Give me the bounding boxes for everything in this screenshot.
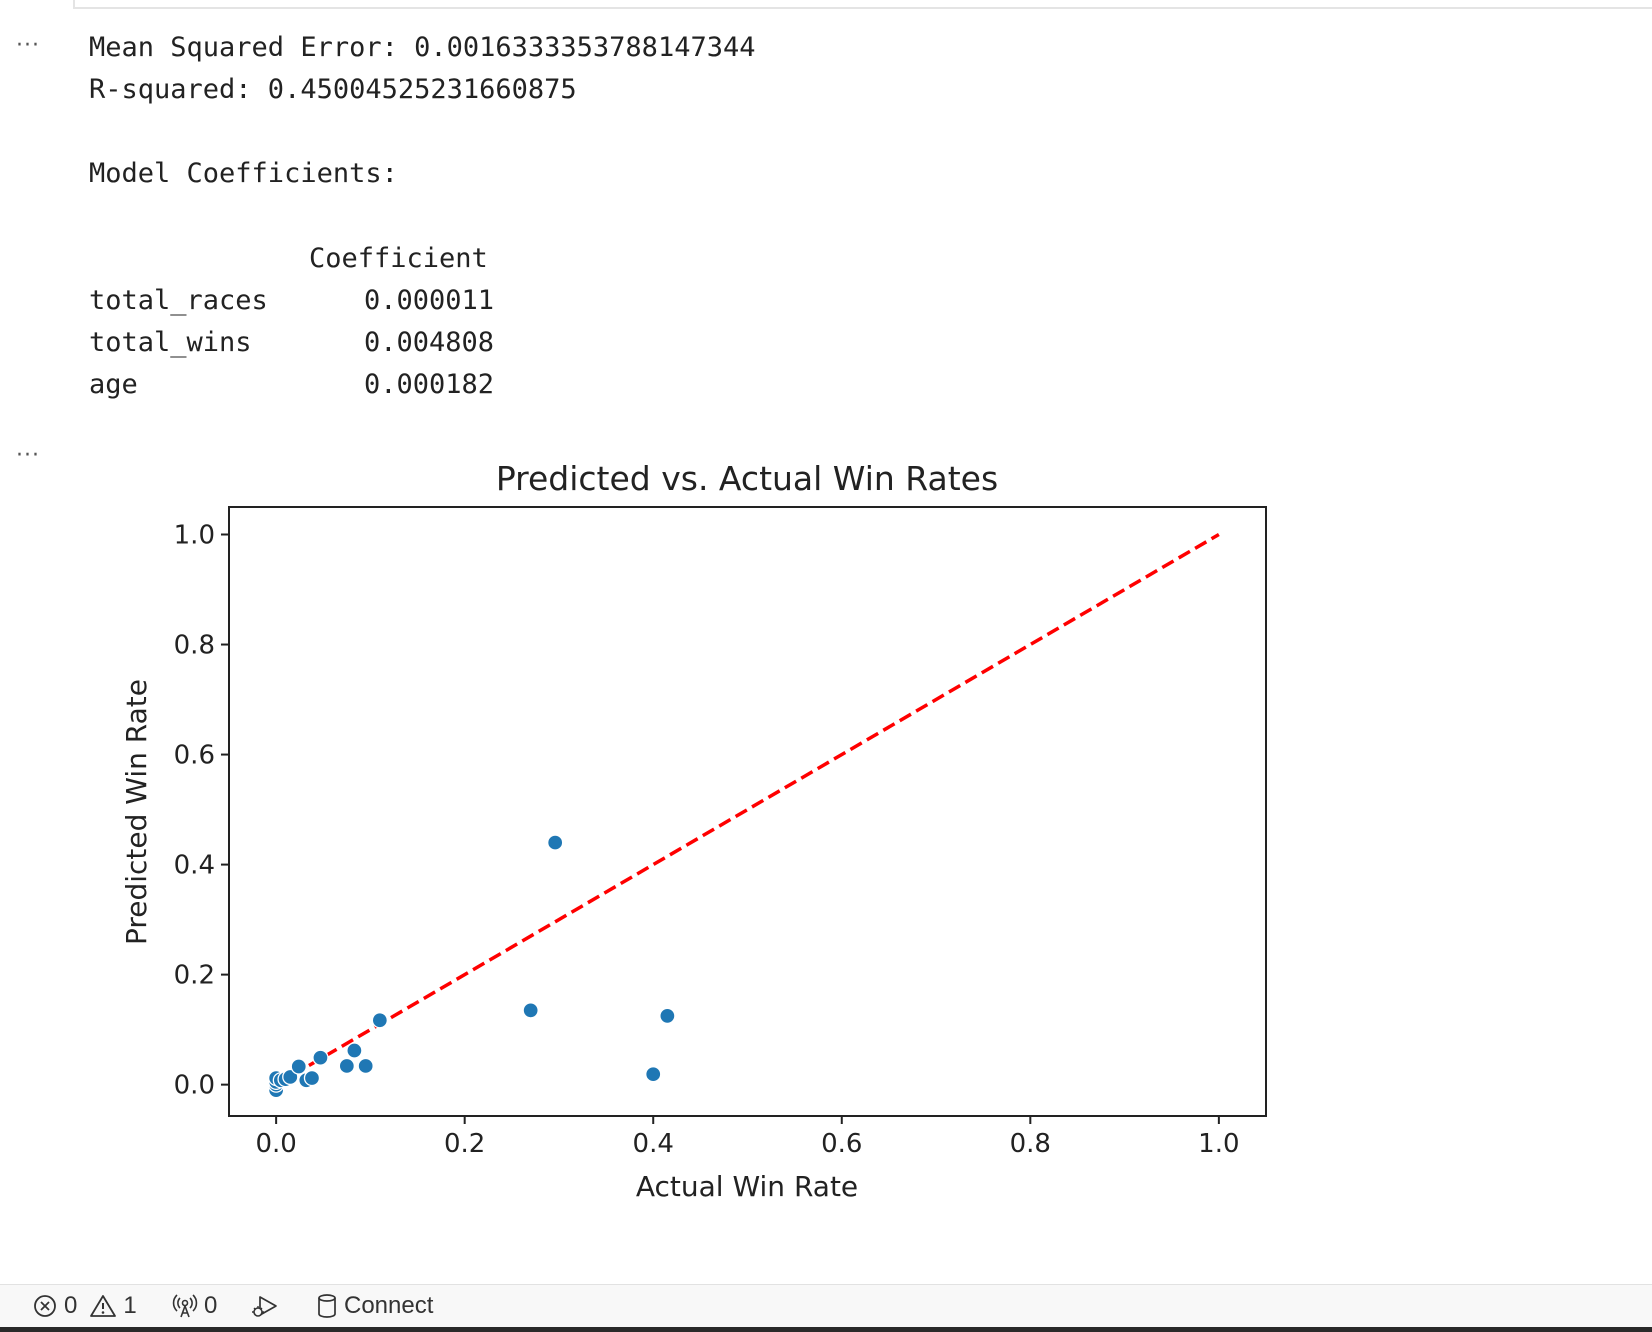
window-bottom-edge [0,1327,1652,1332]
error-count: 0 [64,1292,78,1319]
y-axis-label: Predicted Win Rate [120,679,153,945]
warning-count: 1 [123,1292,137,1319]
mse-output-line: Mean Squared Error: 0.001633335378814734… [89,32,756,63]
database-icon [318,1294,336,1318]
broadcast-icon [172,1294,198,1318]
scatter-point [659,1007,676,1025]
x-tick-label: 0.0 [255,1129,296,1159]
coef-row-value: 0.004808 [363,327,494,358]
chart-title: Predicted vs. Actual Win Rates [496,459,998,498]
coef-row-name: total_races [89,285,268,316]
error-circle-icon [34,1295,56,1317]
coef-row-value: 0.000182 [363,369,494,400]
scatter-point [357,1057,374,1075]
coef-row-name: total_wins [89,327,252,358]
output-actions-ellipsis-icon[interactable]: ··· [16,33,40,58]
y-tick-label: 0.6 [174,741,215,771]
scatter-point [312,1049,329,1066]
scatter-point [290,1058,307,1075]
connect-label: Connect [344,1292,434,1319]
scatter-point [338,1057,355,1075]
scatter-point [547,834,564,851]
warning-triangle-icon [90,1295,117,1317]
scatter-point [346,1042,363,1059]
plot-output-actions-ellipsis-icon[interactable]: ··· [16,443,40,468]
x-tick-label: 0.2 [444,1129,485,1159]
r2-output-line: R-squared: 0.45004525231660875 [89,74,577,105]
scatter-point [303,1069,321,1087]
scatter-point [282,1068,299,1086]
y-tick-label: 0.8 [174,631,215,661]
ports-count: 0 [204,1292,218,1319]
ports-status[interactable]: 0 [172,1285,217,1327]
scatter-point [522,1002,539,1019]
coefficients-heading: Model Coefficients: [89,158,398,189]
status-bar: 0 1 0 Connect [0,1284,1652,1327]
problems-status[interactable]: 0 1 [32,1285,137,1327]
connect-button[interactable]: Connect [316,1285,433,1327]
y-tick-label: 0.4 [174,851,215,881]
coef-row-name: age [89,369,138,400]
coef-row-value: 0.000011 [363,285,494,316]
y-tick-label: 1.0 [174,521,215,551]
reference-diagonal-line [275,532,1220,1087]
x-tick-label: 0.8 [1010,1129,1051,1159]
scatter-plot: Predicted vs. Actual Win Rates 0.0 0.2 0.4… [120,459,1267,1203]
debug-run-status[interactable] [250,1285,278,1327]
y-tick-label: 0.2 [174,961,215,991]
x-tick-label: 0.4 [633,1129,674,1159]
previous-cell-border [73,0,1652,9]
scatter-point [645,1066,662,1083]
x-tick-label: 0.6 [821,1129,862,1159]
coefficient-column-header: Coefficient [309,243,488,274]
x-tick-label: 1.0 [1198,1129,1239,1159]
debug-run-icon [252,1296,277,1317]
y-tick-label: 0.0 [174,1071,215,1101]
x-axis-label: Actual Win Rate [636,1170,858,1203]
scatter-point [371,1012,388,1029]
